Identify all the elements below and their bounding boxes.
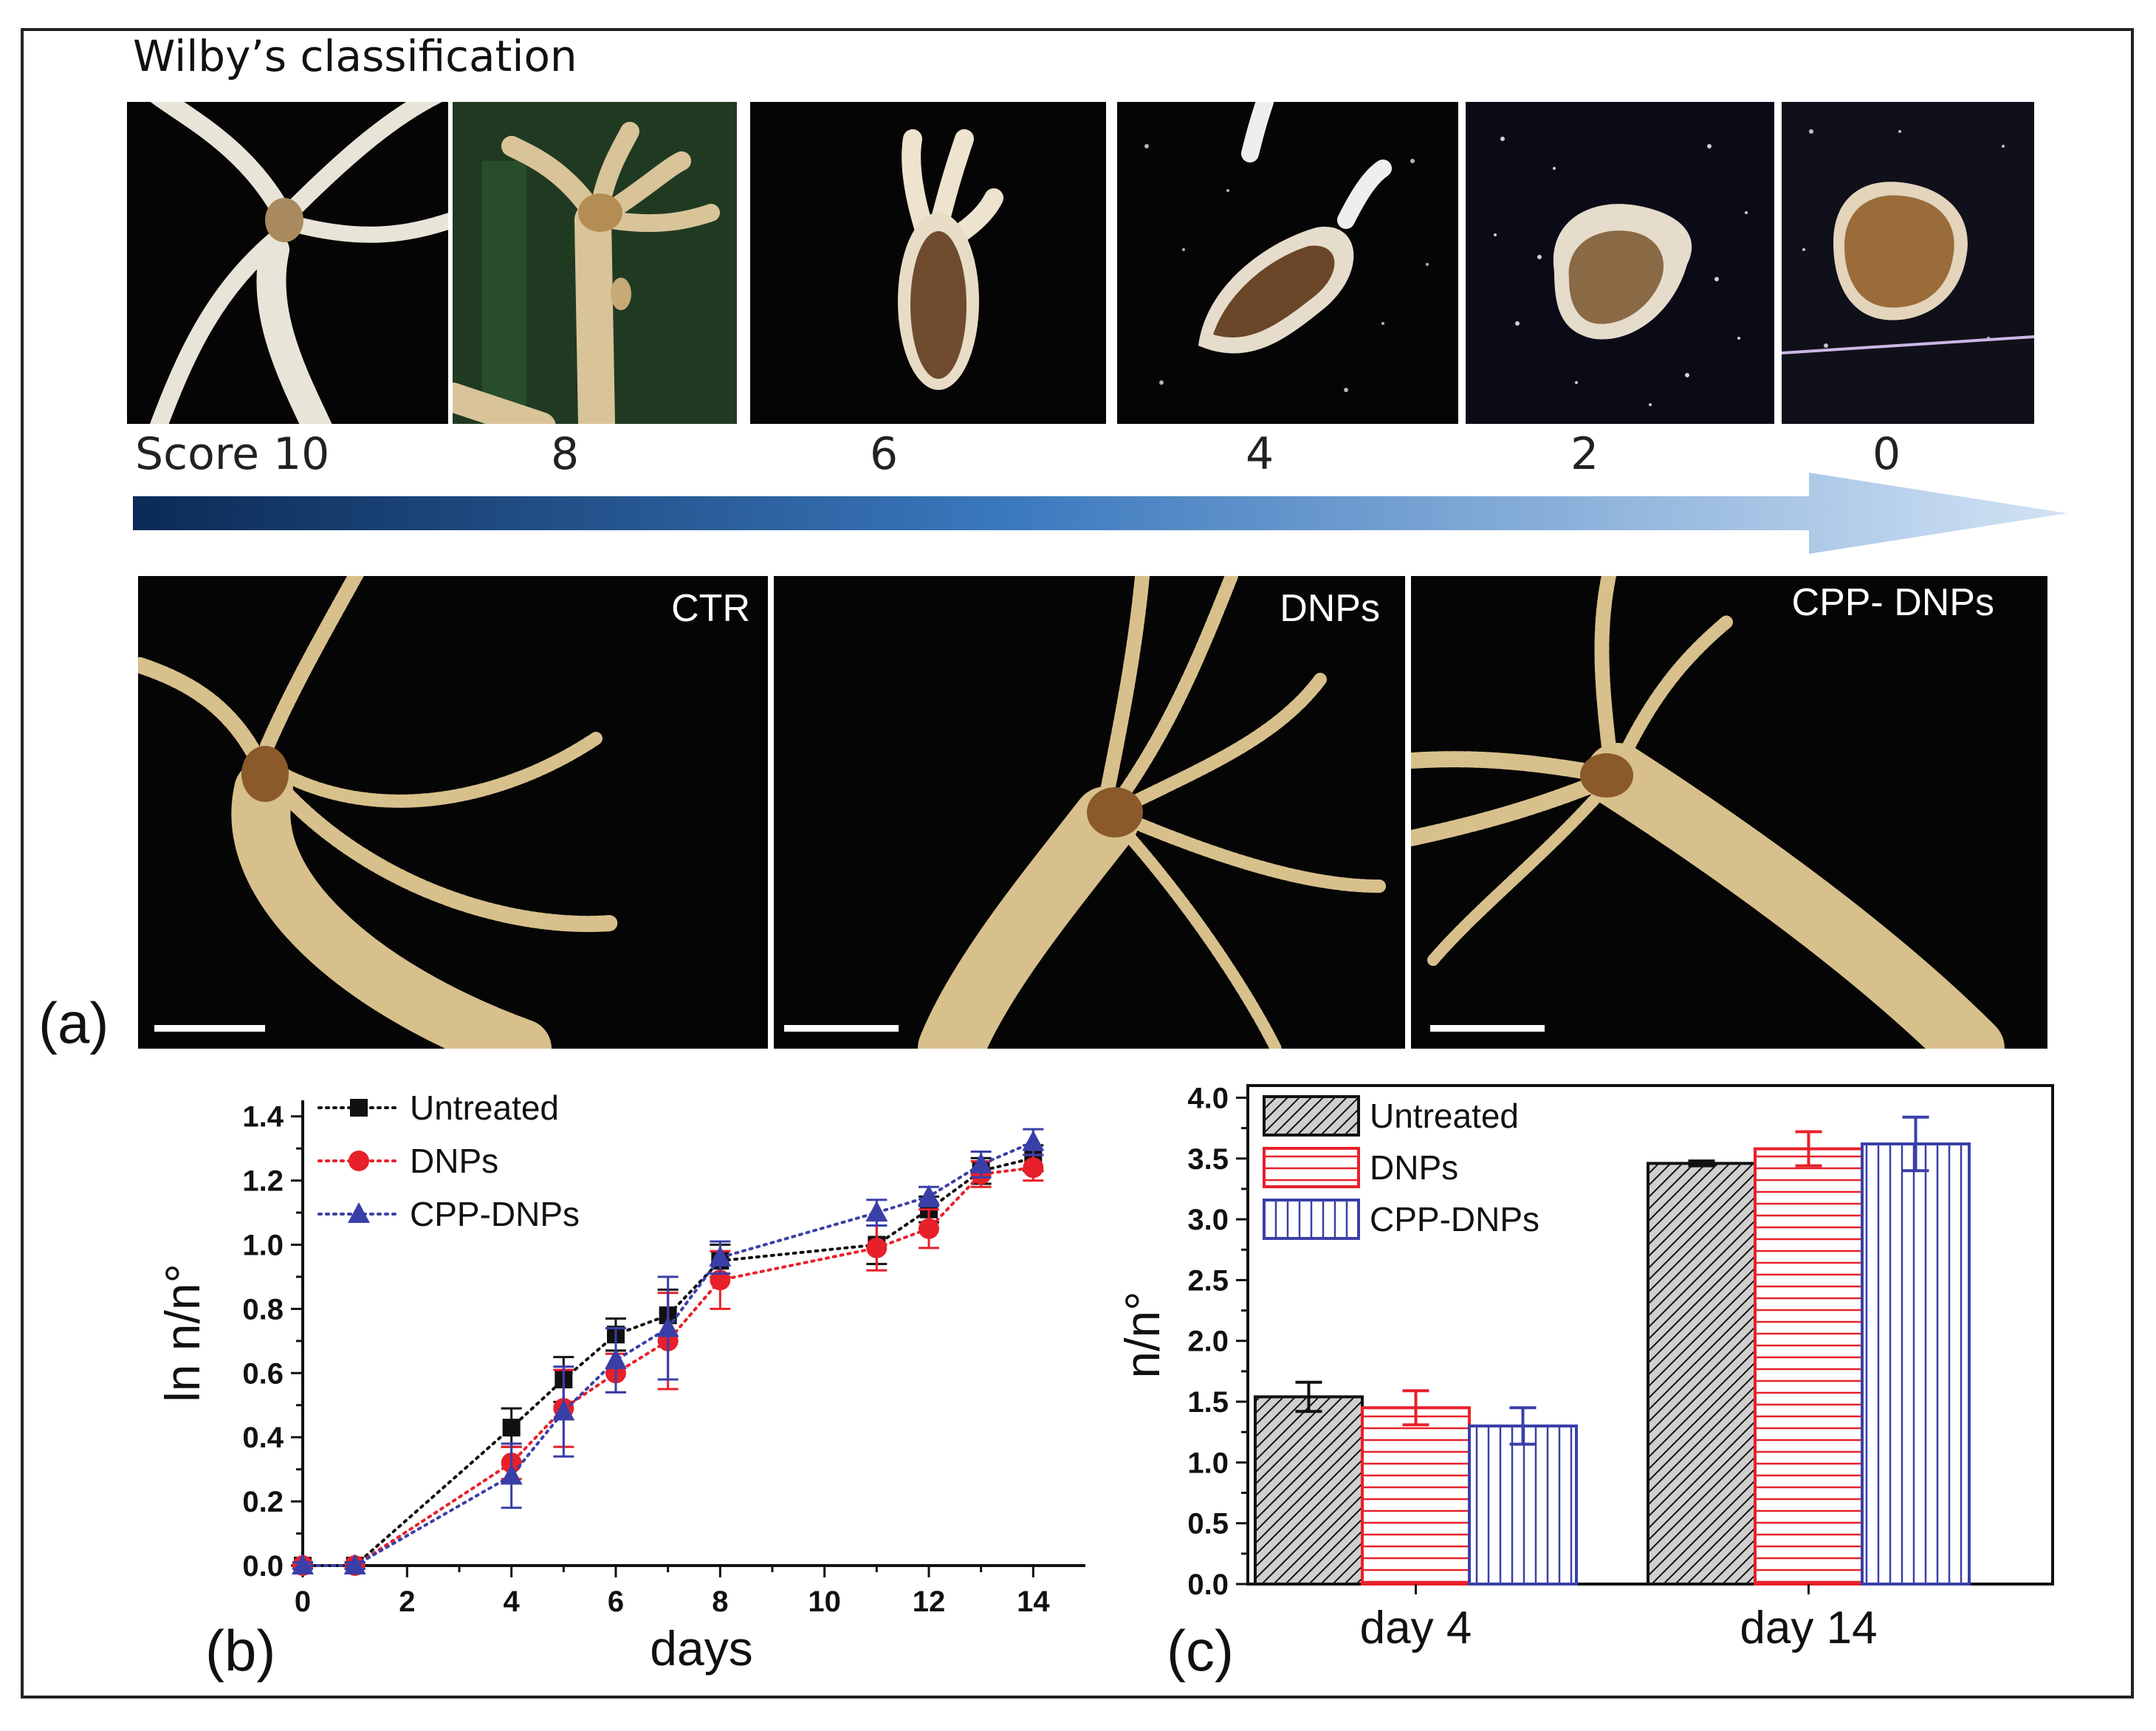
legend-label: Untreated bbox=[1370, 1097, 1519, 1135]
legend-swatch bbox=[1263, 1199, 1360, 1240]
bar-dnps-day14 bbox=[1754, 1147, 1864, 1586]
y-tick-label: 2.0 bbox=[1187, 1326, 1229, 1358]
wilby-photo-score-4 bbox=[1117, 102, 1458, 424]
bar-untreated-day4 bbox=[1254, 1395, 1364, 1586]
data-point-dnps bbox=[710, 1269, 731, 1291]
wilby-classification-title: Wilby’s classification bbox=[133, 31, 577, 81]
y-tick-label: 1.5 bbox=[1187, 1386, 1229, 1419]
y-tick-label: 1.2 bbox=[242, 1165, 284, 1198]
panel-a-letter: (a) bbox=[38, 990, 109, 1055]
score-prefix: Score bbox=[135, 428, 260, 480]
data-point-cpp-dnps bbox=[552, 1399, 575, 1421]
score-10: 10 bbox=[273, 428, 330, 480]
y-tick-label: 4.0 bbox=[1187, 1082, 1229, 1114]
x-tick-label: 14 bbox=[1017, 1586, 1050, 1618]
wilby-photo-score-8 bbox=[453, 102, 737, 424]
data-point-cpp-dnps bbox=[709, 1245, 732, 1266]
legend-label: DNPs bbox=[1370, 1148, 1458, 1187]
bar-untreated-day14 bbox=[1647, 1162, 1757, 1586]
scale-bar-cpp-dnps bbox=[1430, 1025, 1545, 1032]
legend-label: CPP-DNPs bbox=[1370, 1200, 1539, 1238]
fold-increase-bar-chart: 0.0 0.5 1.0 1.5 2.0 2.5 3.0 3.5 4.0 n/n° day 4 day … bbox=[1115, 1082, 2054, 1653]
label-dnps: DNPs bbox=[1280, 587, 1380, 630]
treatment-photo-cpp-dnps: CPP- DNPs bbox=[1411, 576, 2047, 1049]
y-tick-label: 1.0 bbox=[242, 1230, 284, 1262]
legend-swatch bbox=[1263, 1095, 1360, 1137]
label-cpp-dnps: CPP- DNPs bbox=[1791, 581, 1994, 624]
x-tick-label: 4 bbox=[504, 1586, 521, 1618]
legend-marker bbox=[350, 1099, 368, 1117]
y-tick-label: 3.5 bbox=[1187, 1143, 1229, 1176]
x-tick-label: 8 bbox=[712, 1586, 728, 1618]
data-point-dnps bbox=[919, 1218, 939, 1239]
legend-label: Untreated bbox=[410, 1089, 559, 1127]
bar-dnps-day4 bbox=[1361, 1406, 1471, 1586]
score-gradient-arrow bbox=[133, 473, 2067, 554]
legend-label: DNPs bbox=[410, 1142, 498, 1180]
x-axis-label: days bbox=[650, 1621, 752, 1676]
data-point-dnps bbox=[1023, 1157, 1044, 1179]
growth-line-chart: 0 2 4 6 8 10 12 14 0.0 0.2 0.4 0.6 0.8 1.0 1.2 1.4 days l… bbox=[155, 1089, 1085, 1676]
bar-cpp-dnps-day4 bbox=[1468, 1424, 1578, 1586]
score-0: 0 bbox=[1872, 428, 1901, 480]
legend-marker bbox=[348, 1202, 370, 1223]
y-tick-label: 0.0 bbox=[242, 1550, 284, 1583]
data-point-cpp-dnps bbox=[1022, 1130, 1045, 1151]
y-tick-label: 2.5 bbox=[1187, 1264, 1229, 1297]
x-tick-label: 0 bbox=[295, 1586, 311, 1618]
score-8: 8 bbox=[551, 428, 580, 480]
data-point-cpp-dnps bbox=[656, 1316, 679, 1337]
x-category-label: day 14 bbox=[1740, 1603, 1877, 1653]
score-2: 2 bbox=[1570, 428, 1599, 480]
wilby-photo-score-2 bbox=[1466, 102, 1774, 424]
wilby-photo-score-10 bbox=[127, 102, 448, 424]
panel-c-letter: (c) bbox=[1167, 1618, 1234, 1683]
data-point-cpp-dnps bbox=[865, 1201, 888, 1222]
x-category-label: day 4 bbox=[1360, 1603, 1472, 1653]
wilby-photo-score-6 bbox=[750, 102, 1106, 424]
x-tick-label: 12 bbox=[913, 1586, 946, 1618]
y-tick-label: 0.0 bbox=[1187, 1569, 1229, 1601]
wilby-photo-score-0 bbox=[1782, 102, 2034, 424]
y-tick-label: 0.5 bbox=[1187, 1508, 1229, 1540]
y-tick-label: 1.0 bbox=[1187, 1447, 1229, 1479]
data-point-cpp-dnps bbox=[343, 1554, 366, 1574]
legend-label: CPP-DNPs bbox=[410, 1195, 580, 1233]
x-tick-label: 2 bbox=[399, 1586, 415, 1618]
y-tick-label: 3.0 bbox=[1187, 1204, 1229, 1236]
data-point-cpp-dnps bbox=[918, 1185, 940, 1206]
data-point-cpp-dnps bbox=[605, 1348, 627, 1369]
data-point-untreated bbox=[502, 1419, 521, 1437]
y-axis-label: ln n/n° bbox=[155, 1264, 210, 1402]
y-tick-label: 0.6 bbox=[242, 1357, 284, 1390]
score-4: 4 bbox=[1246, 428, 1274, 480]
y-tick-label: 1.4 bbox=[242, 1101, 284, 1134]
treatment-photo-ctr: CTR bbox=[138, 576, 768, 1049]
y-tick-label: 0.8 bbox=[242, 1293, 284, 1326]
label-ctr: CTR bbox=[671, 587, 750, 630]
x-tick-label: 6 bbox=[608, 1586, 624, 1618]
data-point-cpp-dnps bbox=[969, 1152, 992, 1173]
data-point-cpp-dnps bbox=[500, 1464, 523, 1485]
legend-marker bbox=[349, 1151, 369, 1171]
legend-swatch bbox=[1263, 1147, 1360, 1188]
series-line-untreated bbox=[301, 1156, 1035, 1567]
x-tick-label: 10 bbox=[808, 1586, 841, 1618]
panel-b-letter: (b) bbox=[205, 1618, 276, 1683]
scale-bar-ctr bbox=[154, 1025, 265, 1032]
data-point-dnps bbox=[866, 1237, 888, 1258]
scale-bar-dnps bbox=[784, 1025, 899, 1032]
y-tick-label: 0.4 bbox=[242, 1422, 284, 1454]
data-point-cpp-dnps bbox=[292, 1554, 314, 1574]
y-tick-label: 0.2 bbox=[242, 1486, 284, 1518]
treatment-photo-dnps: DNPs bbox=[774, 576, 1405, 1049]
score-6: 6 bbox=[870, 428, 899, 480]
y-axis-label: n/n° bbox=[1115, 1291, 1170, 1378]
bar-cpp-dnps-day14 bbox=[1861, 1142, 1971, 1586]
